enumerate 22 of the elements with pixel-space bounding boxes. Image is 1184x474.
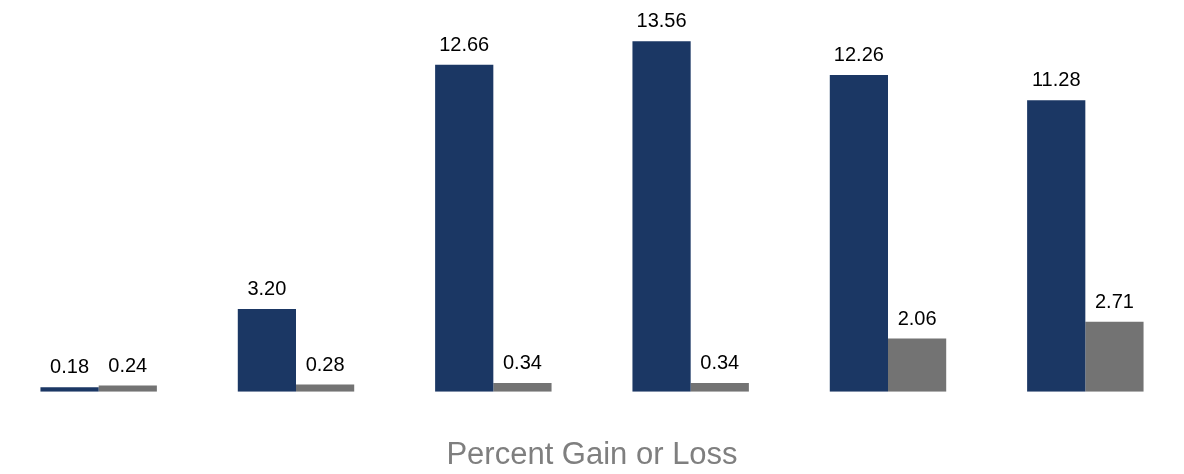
data-label: 2.71 <box>1094 289 1134 312</box>
data-label: 2.06 <box>897 306 937 329</box>
data-label: 12.66 <box>439 32 490 55</box>
data-label: 11.28 <box>1031 68 1081 91</box>
x-axis-title: Percent Gain or Loss <box>446 435 738 471</box>
bar <box>237 309 296 392</box>
bar <box>829 74 888 392</box>
data-label: 3.20 <box>247 277 287 300</box>
data-label: 12.26 <box>833 42 884 65</box>
bar <box>690 383 749 392</box>
data-label: 0.28 <box>305 352 345 375</box>
data-label: 0.34 <box>700 351 740 374</box>
bar <box>632 41 691 392</box>
bar <box>435 64 494 392</box>
bar <box>1027 100 1086 392</box>
bar <box>493 383 552 392</box>
bar <box>1085 321 1144 392</box>
data-label: 0.24 <box>108 353 148 376</box>
data-label: 0.34 <box>502 351 542 374</box>
data-label: 0.18 <box>50 355 90 378</box>
data-label: 13.56 <box>636 9 687 32</box>
bar <box>888 338 947 392</box>
